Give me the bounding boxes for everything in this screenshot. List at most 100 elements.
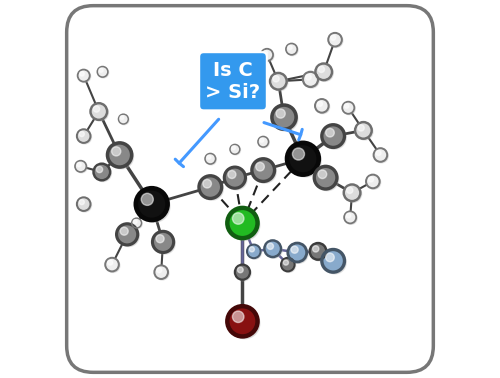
Circle shape (318, 170, 326, 178)
Circle shape (355, 122, 372, 139)
Circle shape (258, 137, 270, 148)
Circle shape (290, 145, 321, 177)
Circle shape (98, 67, 108, 78)
Circle shape (232, 213, 244, 224)
Circle shape (228, 208, 258, 238)
Circle shape (108, 143, 132, 167)
Circle shape (312, 246, 319, 252)
Circle shape (207, 155, 211, 159)
Circle shape (310, 243, 326, 260)
Circle shape (118, 225, 140, 246)
Circle shape (138, 191, 170, 222)
Circle shape (376, 150, 381, 155)
Circle shape (77, 163, 81, 167)
Circle shape (345, 186, 362, 202)
Circle shape (318, 66, 324, 73)
Circle shape (342, 102, 354, 114)
Circle shape (344, 104, 349, 108)
Circle shape (374, 149, 388, 163)
Circle shape (330, 35, 336, 40)
Circle shape (200, 177, 224, 200)
Circle shape (106, 259, 120, 273)
Circle shape (96, 166, 102, 173)
Circle shape (258, 136, 268, 147)
Circle shape (270, 73, 286, 90)
Circle shape (304, 73, 319, 88)
Circle shape (108, 260, 112, 265)
Circle shape (98, 67, 108, 77)
Circle shape (256, 163, 264, 171)
Circle shape (95, 165, 112, 181)
Circle shape (261, 49, 273, 61)
Circle shape (276, 109, 285, 118)
Circle shape (345, 212, 357, 224)
Circle shape (92, 104, 108, 121)
Circle shape (236, 266, 251, 281)
Circle shape (346, 187, 353, 194)
Circle shape (316, 64, 332, 80)
Circle shape (199, 176, 222, 198)
Circle shape (132, 219, 142, 229)
Circle shape (78, 70, 90, 82)
Circle shape (136, 188, 168, 220)
Circle shape (118, 114, 128, 124)
Circle shape (78, 198, 92, 212)
Circle shape (367, 176, 380, 189)
Circle shape (291, 246, 298, 253)
Circle shape (94, 164, 110, 180)
Circle shape (152, 231, 174, 253)
Circle shape (230, 145, 240, 155)
Circle shape (346, 213, 351, 218)
Circle shape (228, 170, 236, 178)
Circle shape (344, 211, 356, 223)
Circle shape (250, 247, 254, 252)
Circle shape (154, 233, 175, 254)
Circle shape (206, 154, 216, 165)
Circle shape (263, 51, 268, 55)
Circle shape (315, 99, 328, 113)
Circle shape (230, 144, 240, 154)
Circle shape (316, 65, 334, 81)
Circle shape (286, 43, 297, 55)
Circle shape (318, 101, 322, 106)
Circle shape (272, 74, 288, 91)
Circle shape (205, 153, 216, 164)
Circle shape (358, 125, 364, 131)
Circle shape (254, 160, 276, 183)
Circle shape (94, 106, 100, 112)
Circle shape (230, 210, 260, 240)
Circle shape (99, 68, 103, 72)
Circle shape (112, 147, 121, 156)
Circle shape (79, 200, 84, 204)
Circle shape (326, 253, 334, 262)
Circle shape (260, 138, 264, 142)
Circle shape (368, 177, 374, 182)
Circle shape (274, 107, 298, 131)
Circle shape (374, 148, 387, 162)
Circle shape (156, 266, 169, 280)
Circle shape (77, 129, 90, 143)
Circle shape (120, 227, 128, 235)
Circle shape (366, 175, 380, 188)
Circle shape (266, 242, 282, 258)
Circle shape (322, 249, 344, 272)
Circle shape (235, 265, 250, 280)
Circle shape (80, 71, 84, 76)
Circle shape (311, 244, 328, 261)
Circle shape (77, 197, 90, 211)
Circle shape (326, 129, 334, 137)
Circle shape (356, 123, 373, 140)
Text: Is C
> Si?: Is C > Si? (206, 61, 260, 102)
Circle shape (262, 50, 274, 62)
Circle shape (330, 34, 343, 48)
Circle shape (156, 268, 162, 273)
Circle shape (324, 126, 346, 149)
Circle shape (314, 166, 337, 189)
Circle shape (322, 125, 344, 147)
Circle shape (226, 169, 247, 190)
Circle shape (264, 240, 281, 257)
Circle shape (289, 245, 308, 263)
Circle shape (288, 243, 306, 262)
Circle shape (232, 146, 235, 150)
Circle shape (134, 220, 137, 223)
